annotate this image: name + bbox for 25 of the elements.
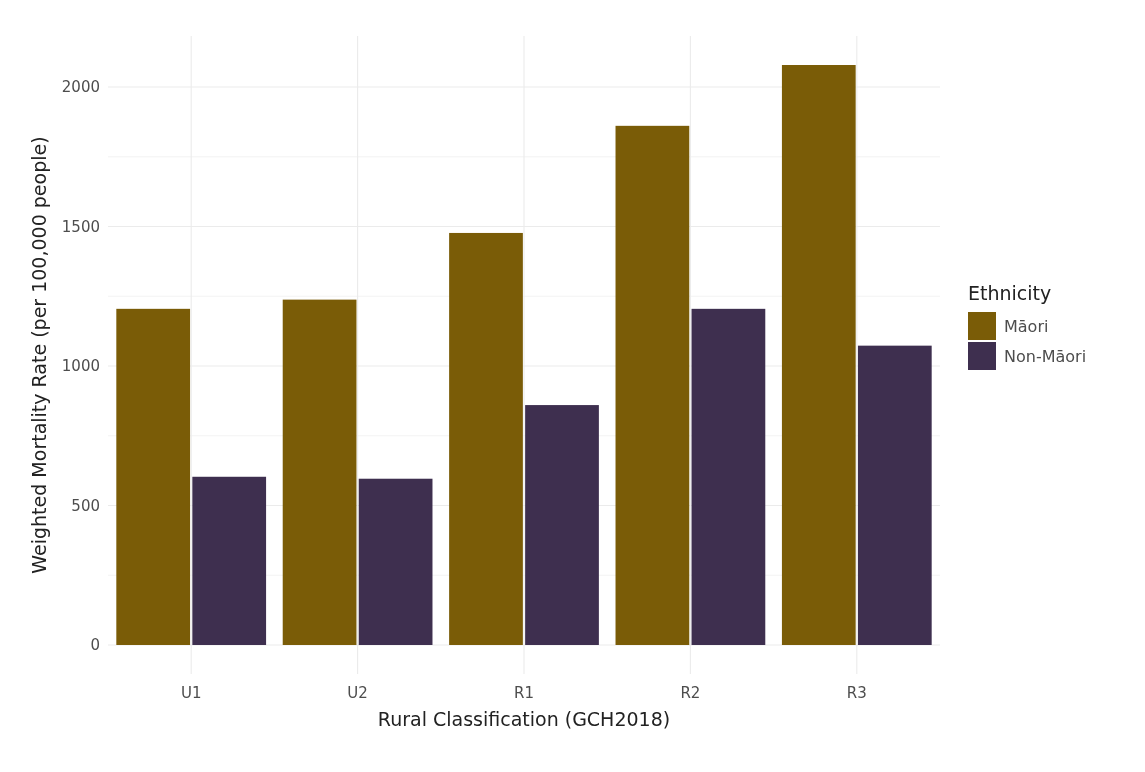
bar [857,345,932,645]
y-tick-label: 1500 [61,217,100,236]
legend-label: Māori [1004,316,1049,336]
y-tick-label: 500 [71,496,100,515]
x-axis-title: Rural Classification (GCH2018) [377,708,671,730]
x-tick-label: R1 [514,684,534,702]
bar [282,299,357,645]
bar [192,476,267,645]
x-tick-label: R2 [680,684,701,702]
y-tick-label: 0 [90,636,100,655]
bar [691,308,766,645]
y-tick-label: 2000 [61,78,100,97]
x-tick-label: U2 [347,684,368,702]
bar [781,65,856,645]
bar [116,308,191,645]
y-tick-label: 1000 [61,357,100,376]
legend-label: Non-Māori [1004,346,1087,366]
x-tick-label: U1 [180,684,202,702]
bar [358,478,433,645]
y-axis-title: Weighted Mortality Rate (per 100,000 people) [28,136,50,574]
legend-title: Ethnicity [968,282,1052,304]
bar [449,232,523,645]
bar [525,405,599,645]
bar [615,125,690,645]
x-tick-label: R3 [846,684,867,702]
